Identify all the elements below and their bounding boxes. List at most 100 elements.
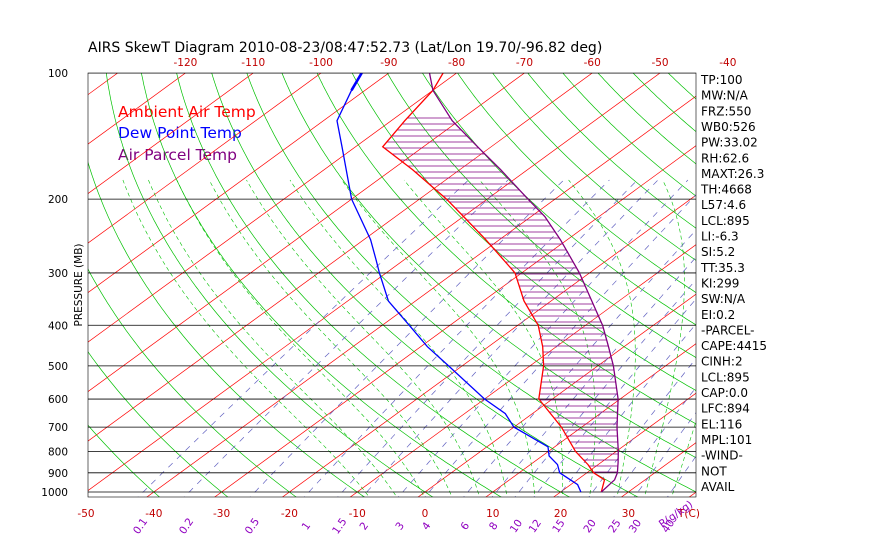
- top-temp-tick-label: -120: [174, 57, 198, 69]
- temp-unit-label: T(C): [677, 508, 700, 520]
- pressure-tick-label: 800: [48, 446, 68, 458]
- isotherm-line: [752, 69, 870, 501]
- air-parcel-temp-line: [428, 73, 619, 493]
- stability-index-text: RH:62.6: [701, 151, 749, 165]
- stability-index-text: SW:N/A: [701, 292, 746, 306]
- moist-adiabat-line: [176, 179, 425, 497]
- isotherm-line: [485, 343, 696, 497]
- mixing-ratio-line: [183, 179, 509, 497]
- temp-tick-label: 0: [422, 508, 429, 520]
- temp-tick-label: 10: [486, 508, 499, 520]
- stability-index-text: LCL:895: [701, 214, 750, 228]
- dry-adiabat-line: [807, 72, 870, 501]
- isotherm-line: [88, 73, 187, 145]
- chart-title: AIRS SkewT Diagram 2010-08-23/08:47:52.7…: [88, 40, 602, 56]
- dry-adiabat-line: [842, 72, 870, 501]
- mixing-ratio-line: [249, 179, 565, 497]
- plot-area: [0, 69, 870, 501]
- isotherm-line: [214, 145, 696, 497]
- temp-tick-label: -10: [349, 508, 366, 520]
- isotherm-line: [0, 69, 55, 501]
- mixing-ratio-tick-label: 10: [508, 517, 526, 535]
- stability-index-text: WB0:526: [701, 120, 756, 134]
- mixing-ratio-line: [491, 256, 696, 497]
- pressure-tick-label: 1000: [41, 487, 68, 499]
- pressure-tick-label: 300: [48, 268, 68, 280]
- mixing-ratio-line: [137, 179, 469, 497]
- stability-index-text: LCL:895: [701, 370, 750, 384]
- dry-adiabat-line: [246, 73, 696, 493]
- moist-adiabat-line: [644, 179, 685, 497]
- top-temp-tick-label: -50: [651, 57, 668, 69]
- isotherm-line: [88, 73, 458, 343]
- dry-adiabat-line: [527, 73, 696, 229]
- stability-index-text: AVAIL: [701, 480, 735, 494]
- stability-index-text: CINH:2: [701, 355, 743, 369]
- stability-index-text: TH:4668: [700, 183, 752, 197]
- dry-adiabat-line: [422, 73, 696, 326]
- mixing-ratio-tick-label: 4: [420, 520, 434, 533]
- pressure-tick-label: 900: [48, 468, 68, 480]
- ambient-air-temp-line: [381, 73, 606, 493]
- dry-adiabat-line: [211, 73, 639, 497]
- moist-adiabat-line: [208, 179, 453, 497]
- isotherm-line: [88, 73, 254, 195]
- dry-adiabat-line: [141, 73, 502, 497]
- temp-tick-label: 20: [554, 508, 567, 520]
- stability-index-text: CAPE:4415: [701, 339, 767, 353]
- top-temp-tick-label: -100: [309, 57, 333, 69]
- legend-air-parcel-temp: Air Parcel Temp: [118, 146, 237, 164]
- isotherm-line: [88, 73, 526, 392]
- isotherms: [0, 69, 870, 501]
- temperature-tick-labels: -50 -40 -30 -20 -10 0 10 20 30 T(C): [77, 508, 700, 520]
- top-temp-tick-label: -40: [719, 57, 736, 69]
- dry-adiabat-line: [457, 73, 696, 293]
- dew-point-top-segment: [350, 73, 363, 91]
- isotherm-line: [88, 73, 661, 491]
- dry-adiabat-line: [105, 73, 434, 497]
- moist-adiabat-line: [671, 420, 696, 497]
- mixing-ratio-line: [337, 179, 638, 497]
- mixing-ratio-tick-label: 1.5: [330, 516, 349, 537]
- isotherm-line: [146, 95, 696, 497]
- stability-index-text: FRZ:550: [701, 104, 751, 118]
- stability-index-text: L57:4.6: [701, 198, 746, 212]
- pressure-tick-label: 700: [48, 422, 68, 434]
- dry-adiabat-line: [88, 161, 366, 497]
- mixing-ratio-line: [424, 194, 696, 497]
- moist-adiabat-line: [341, 179, 535, 497]
- stability-index-text: PW:33.02: [701, 136, 758, 150]
- legend-ambient-temp: Ambient Air Temp: [118, 103, 256, 121]
- stability-index-text: -WIND-: [701, 449, 743, 463]
- mixing-ratio-tick-label: 20: [581, 517, 599, 535]
- pressure-tick-label: 100: [48, 68, 68, 80]
- stability-index-text: NOT: [701, 464, 727, 478]
- mixing-ratio-tick-label: 0.5: [243, 516, 262, 537]
- top-temp-tick-label: -60: [584, 57, 601, 69]
- pressure-tick-label: 500: [48, 361, 68, 373]
- mixing-ratio-tick-label: 6: [459, 520, 473, 533]
- temp-tick-label: -30: [213, 508, 230, 520]
- stability-index-text: MPL:101: [701, 433, 752, 447]
- stability-index-text: SI:5.2: [701, 245, 735, 259]
- moist-adiabat-line: [568, 179, 636, 497]
- dry-adiabat-line: [386, 73, 696, 359]
- temp-tick-label: -20: [281, 508, 298, 520]
- stability-index-text: LFC:894: [701, 402, 750, 416]
- top-temp-tick-label: -70: [516, 57, 533, 69]
- isotherm-line: [349, 244, 696, 497]
- mixing-ratio-tick-label: 15: [550, 517, 568, 535]
- isotherm-line: [553, 392, 696, 497]
- mixing-ratio-tick-label: 25: [606, 517, 624, 535]
- mixing-ratio-line: [514, 279, 696, 497]
- dry-adiabat-line: [316, 73, 696, 425]
- dry-adiabat-line: [351, 73, 696, 391]
- isotherm-line: [88, 73, 119, 96]
- y-axis-title-group: PRESSURE (MB): [73, 243, 85, 326]
- stability-index-text: -PARCEL-: [701, 323, 755, 337]
- top-temp-tick-label: -80: [448, 57, 465, 69]
- mixing-ratio-tick-label: 2: [358, 520, 372, 532]
- stability-index-text: EL:116: [701, 417, 742, 431]
